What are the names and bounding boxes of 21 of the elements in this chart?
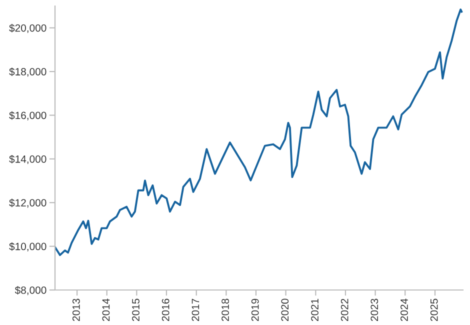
x-tick-label: 2018 [222,298,229,321]
line-series [55,8,463,256]
y-tick-label: $10,000 [9,242,46,252]
y-tick-label: $20,000 [9,24,46,33]
y-tick-label: $16,000 [9,111,46,120]
y-tick-label: $8,000 [14,286,46,296]
x-tick-label: 2023 [370,298,378,321]
x-tick-label: 2021 [311,298,318,321]
x-tick-label: 2025 [430,298,438,321]
y-tick-label: $14,000 [9,154,46,164]
x-tick-label: 2015 [132,298,140,321]
x-tick-label: 2016 [162,298,170,321]
x-tick-label: 2013 [72,298,80,321]
x-tick-label: 2019 [251,298,259,321]
x-tick-label: 2014 [102,298,110,321]
y-tick-label: $18,000 [9,68,46,77]
x-tick-label: 2017 [192,298,200,321]
y-tick-label: $12,000 [9,198,46,208]
x-tick-label: 2020 [281,298,289,321]
x-tick-label: 2022 [340,298,348,321]
x-tick-label: 2024 [400,298,408,321]
